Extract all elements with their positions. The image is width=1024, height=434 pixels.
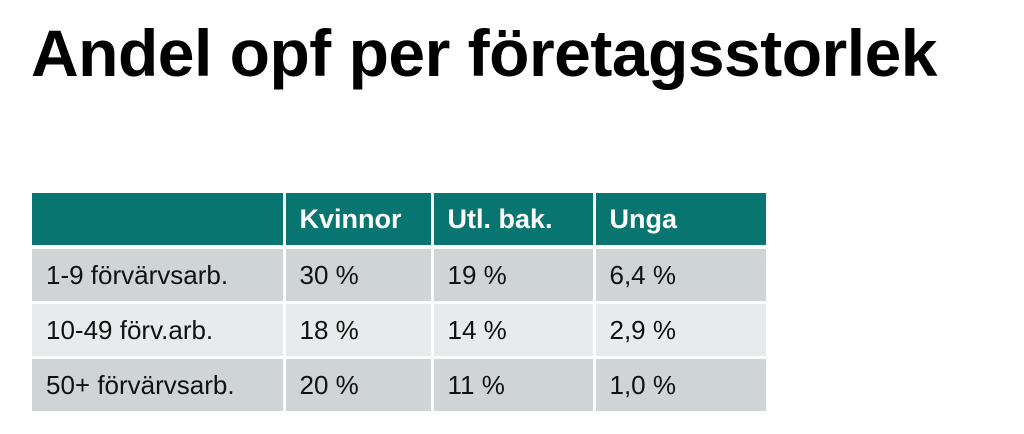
table-cell: 2,9 %	[592, 302, 766, 359]
table-row: 10-49 förv.arb. 18 % 14 % 2,9 %	[32, 302, 766, 359]
table-header-row: Kvinnor Utl. bak. Unga	[32, 193, 766, 249]
table-row: 1-9 förvärvsarb. 30 % 19 % 6,4 %	[32, 247, 766, 304]
column-header-empty	[32, 193, 284, 249]
row-label: 50+ förvärvsarb.	[32, 357, 284, 414]
page-title: Andel opf per företagsstorlek	[31, 16, 938, 90]
data-table: Kvinnor Utl. bak. Unga 1-9 förvärvsarb. …	[32, 193, 766, 414]
table-cell: 14 %	[430, 302, 594, 359]
column-header-kvinnor: Kvinnor	[282, 193, 432, 249]
table-cell: 20 %	[282, 357, 432, 414]
table-cell: 30 %	[282, 247, 432, 304]
table-row: 50+ förvärvsarb. 20 % 11 % 1,0 %	[32, 357, 766, 414]
table-cell: 18 %	[282, 302, 432, 359]
table-cell: 6,4 %	[592, 247, 766, 304]
table-cell: 19 %	[430, 247, 594, 304]
column-header-utl-bak: Utl. bak.	[430, 193, 594, 249]
table-cell: 1,0 %	[592, 357, 766, 414]
table-cell: 11 %	[430, 357, 594, 414]
row-label: 1-9 förvärvsarb.	[32, 247, 284, 304]
column-header-unga: Unga	[592, 193, 766, 249]
row-label: 10-49 förv.arb.	[32, 302, 284, 359]
